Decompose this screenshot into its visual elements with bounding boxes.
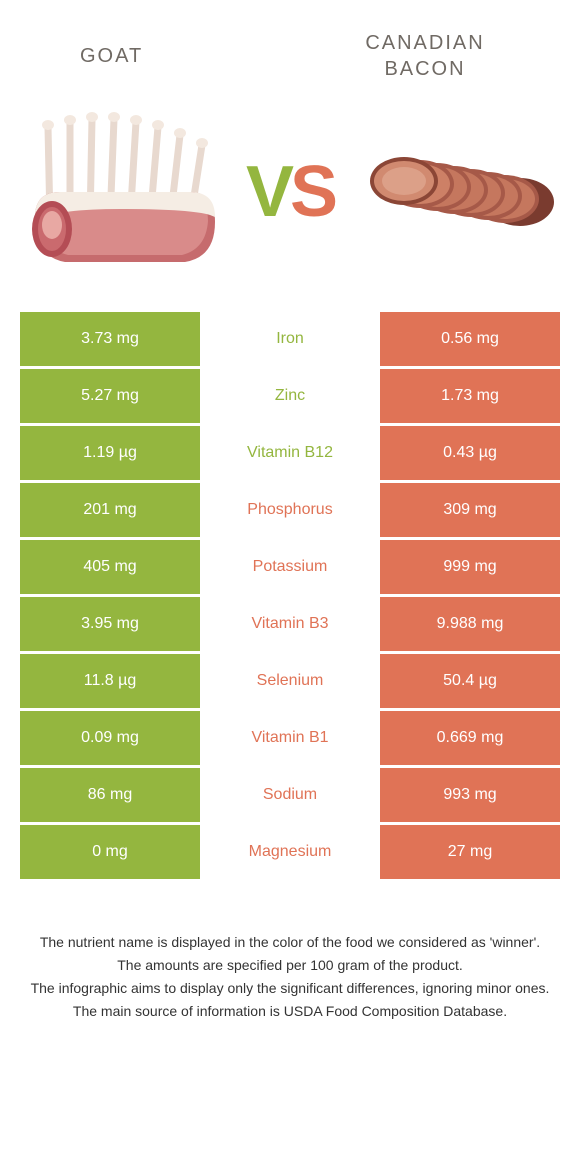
value-right: 9.988 mg: [380, 597, 560, 651]
table-row: 3.73 mgIron0.56 mg: [20, 312, 560, 366]
table-row: 5.27 mgZinc1.73 mg: [20, 369, 560, 423]
infographic-container: GOAT CANADIAN BACON: [0, 0, 580, 1054]
footer-line-2: The amounts are specified per 100 gram o…: [30, 955, 550, 976]
images-row: VS: [0, 92, 580, 312]
food-title-right: CANADIAN BACON: [310, 30, 540, 82]
value-right: 0.669 mg: [380, 711, 560, 765]
value-right: 1.73 mg: [380, 369, 560, 423]
food-title-right-line2: BACON: [384, 58, 465, 80]
footer-line-3: The infographic aims to display only the…: [30, 978, 550, 999]
value-right: 309 mg: [380, 483, 560, 537]
table-row: 201 mgPhosphorus309 mg: [20, 483, 560, 537]
canadian-bacon-icon: [360, 132, 560, 252]
table-row: 405 mgPotassium999 mg: [20, 540, 560, 594]
footer-line-1: The nutrient name is displayed in the co…: [30, 932, 550, 953]
header-row: GOAT CANADIAN BACON: [0, 0, 580, 92]
value-right: 0.56 mg: [380, 312, 560, 366]
comparison-table: 3.73 mgIron0.56 mg5.27 mgZinc1.73 mg1.19…: [20, 312, 560, 879]
footer-notes: The nutrient name is displayed in the co…: [0, 882, 580, 1054]
footer-line-4: The main source of information is USDA F…: [30, 1001, 550, 1022]
nutrient-name: Vitamin B1: [200, 711, 380, 765]
nutrient-name: Potassium: [200, 540, 380, 594]
food-title-right-line1: CANADIAN: [365, 32, 484, 54]
value-left: 3.73 mg: [20, 312, 200, 366]
food-title-left: GOAT: [40, 45, 310, 68]
nutrient-name: Iron: [200, 312, 380, 366]
value-left: 3.95 mg: [20, 597, 200, 651]
table-row: 86 mgSodium993 mg: [20, 768, 560, 822]
goat-rack-icon: [20, 107, 220, 277]
nutrient-name: Vitamin B12: [200, 426, 380, 480]
nutrient-name: Sodium: [200, 768, 380, 822]
table-row: 0.09 mgVitamin B10.669 mg: [20, 711, 560, 765]
goat-image: [15, 102, 225, 282]
nutrient-name: Magnesium: [200, 825, 380, 879]
table-row: 11.8 µgSelenium50.4 µg: [20, 654, 560, 708]
nutrient-name: Vitamin B3: [200, 597, 380, 651]
value-left: 201 mg: [20, 483, 200, 537]
value-left: 11.8 µg: [20, 654, 200, 708]
vs-v: V: [246, 152, 290, 232]
value-left: 0.09 mg: [20, 711, 200, 765]
value-right: 999 mg: [380, 540, 560, 594]
value-right: 50.4 µg: [380, 654, 560, 708]
nutrient-name: Zinc: [200, 369, 380, 423]
value-right: 993 mg: [380, 768, 560, 822]
vs-label: VS: [246, 156, 334, 228]
vs-s: S: [290, 152, 334, 232]
value-left: 405 mg: [20, 540, 200, 594]
value-left: 1.19 µg: [20, 426, 200, 480]
nutrient-name: Selenium: [200, 654, 380, 708]
value-left: 5.27 mg: [20, 369, 200, 423]
value-right: 0.43 µg: [380, 426, 560, 480]
table-row: 0 mgMagnesium27 mg: [20, 825, 560, 879]
bacon-image: [355, 102, 565, 282]
value-left: 0 mg: [20, 825, 200, 879]
table-row: 3.95 mgVitamin B39.988 mg: [20, 597, 560, 651]
table-row: 1.19 µgVitamin B120.43 µg: [20, 426, 560, 480]
nutrient-name: Phosphorus: [200, 483, 380, 537]
value-left: 86 mg: [20, 768, 200, 822]
value-right: 27 mg: [380, 825, 560, 879]
